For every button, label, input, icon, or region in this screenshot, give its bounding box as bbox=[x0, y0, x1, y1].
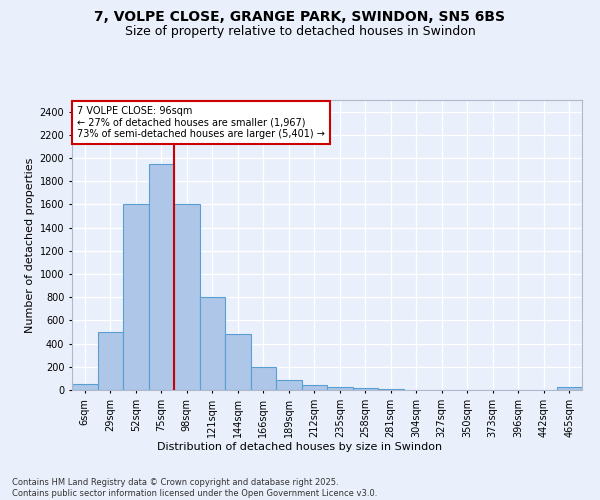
Bar bbox=[251, 367, 276, 390]
Text: Distribution of detached houses by size in Swindon: Distribution of detached houses by size … bbox=[157, 442, 443, 452]
Bar bbox=[174, 204, 199, 390]
Y-axis label: Number of detached properties: Number of detached properties bbox=[25, 158, 35, 332]
Bar bbox=[557, 387, 582, 390]
Bar bbox=[72, 384, 97, 390]
Text: Contains HM Land Registry data © Crown copyright and database right 2025.
Contai: Contains HM Land Registry data © Crown c… bbox=[12, 478, 377, 498]
Text: 7 VOLPE CLOSE: 96sqm
← 27% of detached houses are smaller (1,967)
73% of semi-de: 7 VOLPE CLOSE: 96sqm ← 27% of detached h… bbox=[77, 106, 325, 139]
Bar bbox=[378, 389, 404, 390]
Text: Size of property relative to detached houses in Swindon: Size of property relative to detached ho… bbox=[125, 25, 475, 38]
Bar bbox=[327, 386, 353, 390]
Text: 7, VOLPE CLOSE, GRANGE PARK, SWINDON, SN5 6BS: 7, VOLPE CLOSE, GRANGE PARK, SWINDON, SN… bbox=[95, 10, 505, 24]
Bar bbox=[199, 297, 225, 390]
Bar bbox=[97, 332, 123, 390]
Bar bbox=[302, 386, 327, 390]
Bar bbox=[225, 334, 251, 390]
Bar bbox=[123, 204, 149, 390]
Bar bbox=[353, 388, 378, 390]
Bar bbox=[276, 380, 302, 390]
Bar bbox=[149, 164, 174, 390]
